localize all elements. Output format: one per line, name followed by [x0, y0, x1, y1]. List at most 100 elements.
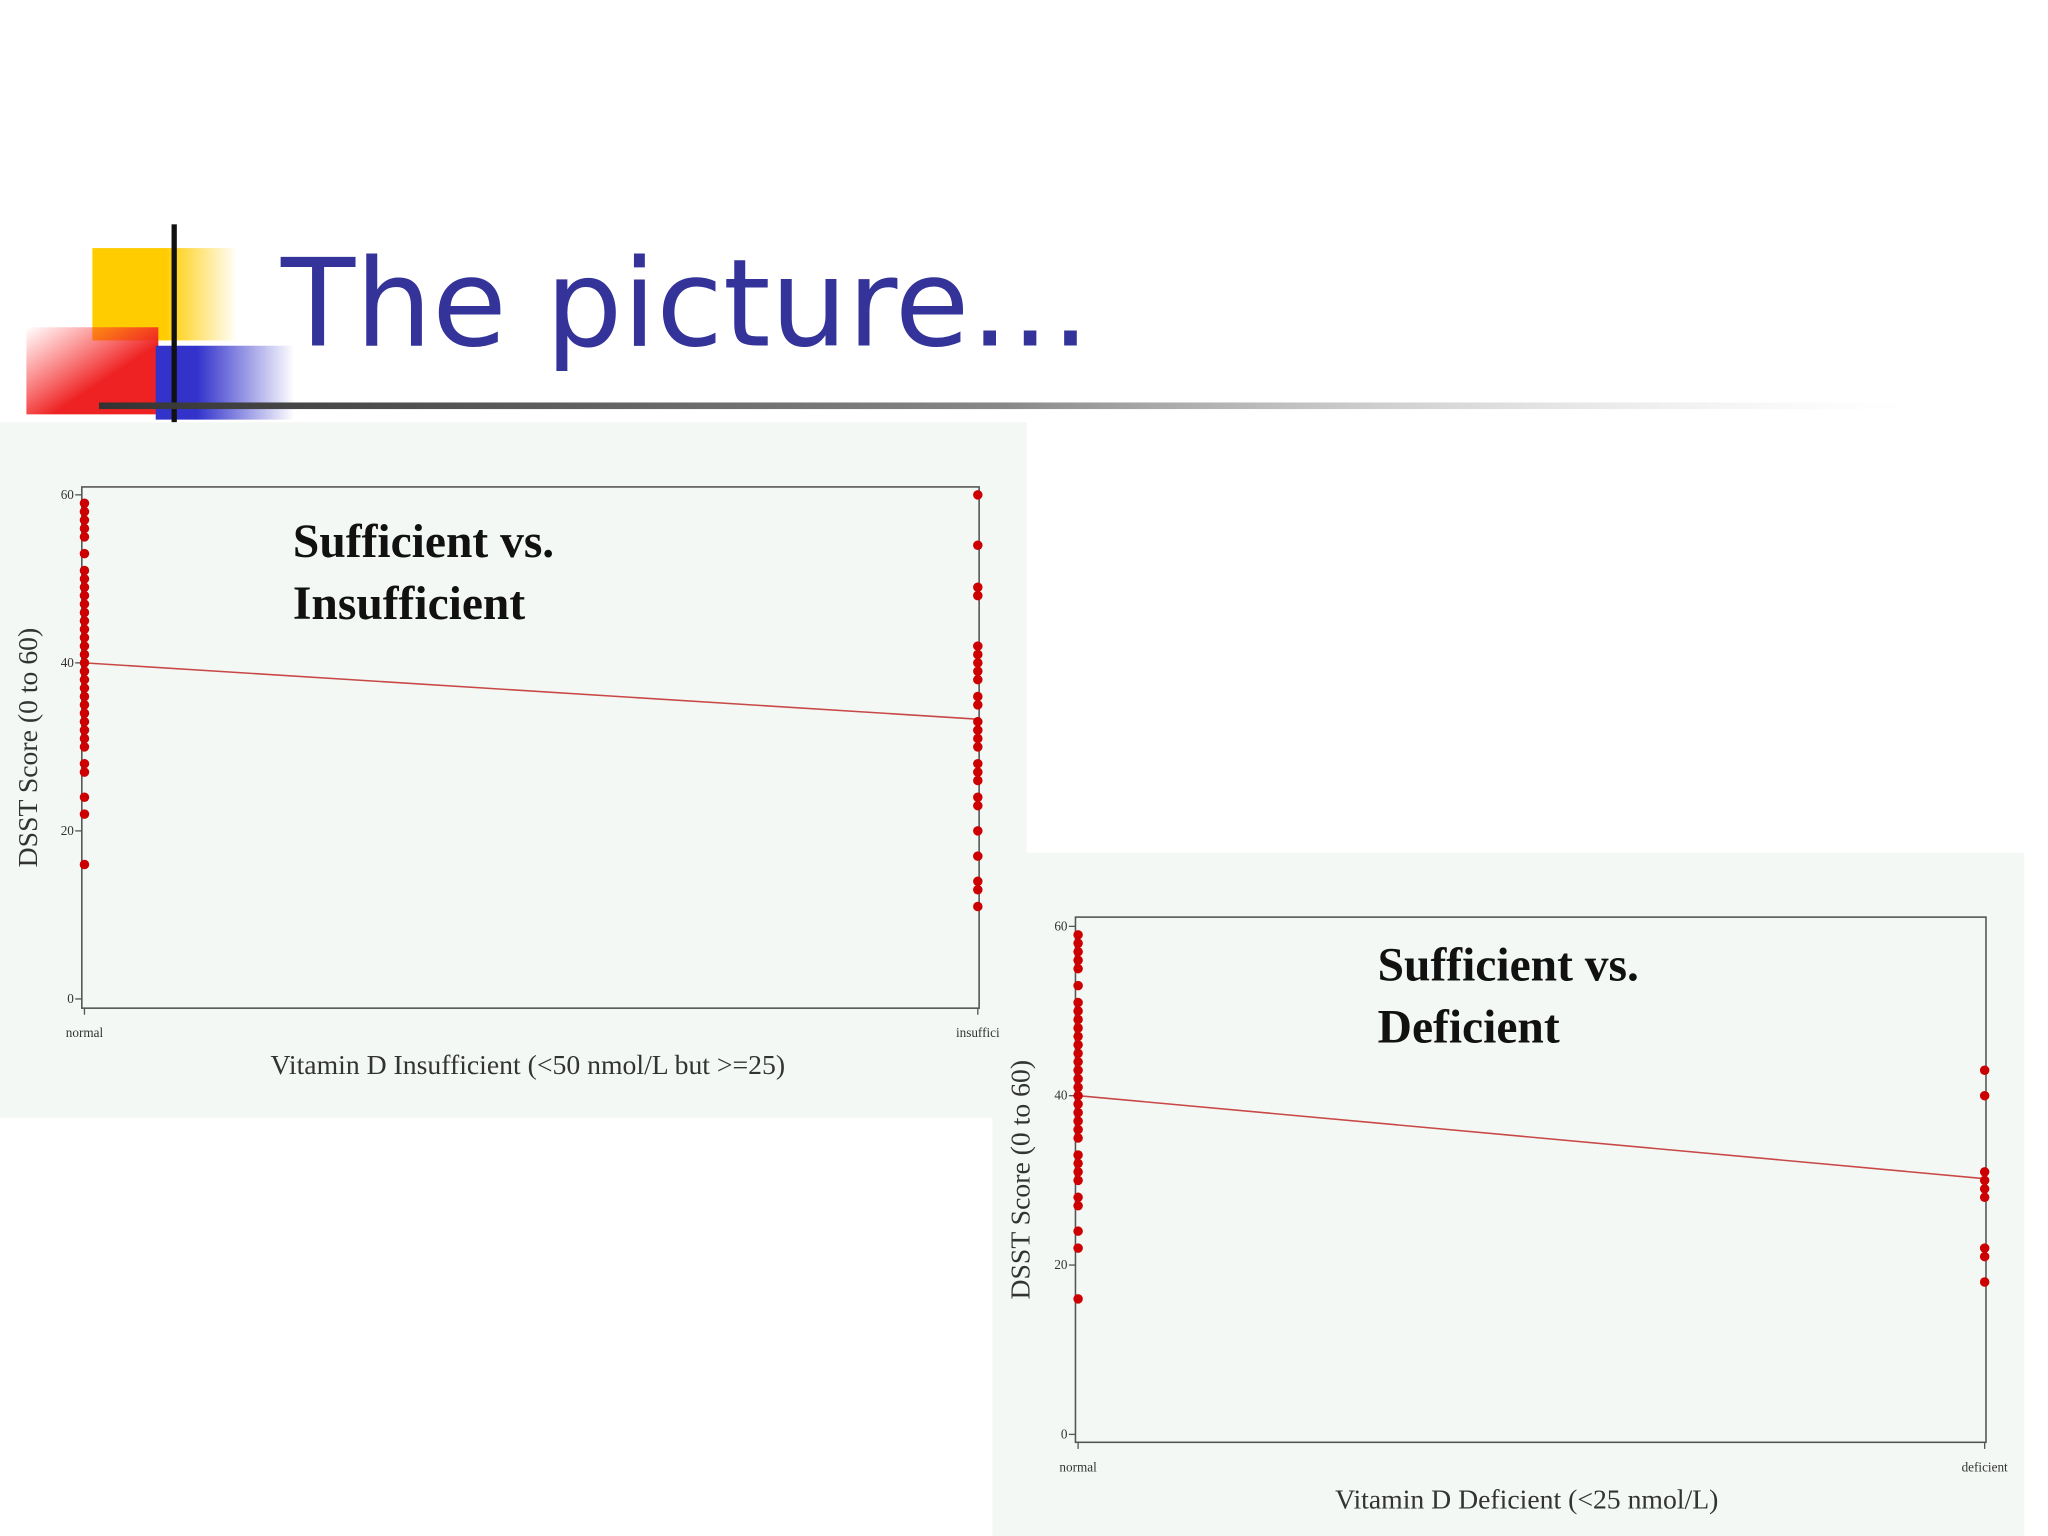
data-point: [79, 506, 90, 517]
y-tick-label: 20: [61, 823, 75, 838]
data-point: [1073, 1167, 1083, 1177]
data-point: [79, 515, 90, 525]
data-point: [79, 666, 90, 677]
data-point: [1073, 1294, 1083, 1304]
x-axis-label: Vitamin D Deficient (<25 nmol/L): [1335, 1483, 1718, 1514]
data-point: [1073, 1048, 1083, 1059]
data-point: [973, 590, 983, 601]
data-point: [1073, 930, 1083, 940]
data-point: [1073, 1133, 1083, 1143]
data-point: [1073, 1040, 1083, 1050]
data-point: [1073, 1031, 1083, 1042]
x-tick-label: deficient: [1962, 1459, 2008, 1474]
data-point: [79, 792, 90, 803]
data-point: [1073, 1014, 1083, 1025]
data-point: [1979, 1251, 1990, 1262]
data-point: [1979, 1277, 1990, 1287]
data-point: [79, 809, 90, 819]
data-point: [973, 658, 983, 668]
data-point: [79, 725, 90, 735]
data-point: [79, 708, 90, 719]
data-point: [79, 859, 90, 870]
data-point: [79, 582, 90, 593]
data-point: [1073, 1082, 1083, 1092]
data-point: [973, 800, 983, 811]
data-point: [973, 582, 983, 593]
fit-line: [1078, 1094, 1985, 1180]
data-point: [973, 884, 983, 895]
data-point: [1073, 1150, 1083, 1160]
data-point: [973, 700, 983, 710]
y-axis-label: DSST Score (0 to 60): [12, 628, 43, 868]
data-point: [79, 649, 90, 660]
y-tick-label: 0: [1061, 1426, 1068, 1441]
data-point: [1073, 1158, 1083, 1169]
data-point: [79, 641, 90, 651]
data-point: [1073, 1192, 1083, 1203]
data-point: [973, 826, 983, 836]
data-point: [1073, 955, 1083, 965]
data-point: [79, 548, 90, 559]
data-point: [79, 742, 90, 752]
data-point: [1073, 997, 1083, 1008]
data-point: [973, 792, 983, 803]
annotation: Sufficient vs.: [1378, 939, 1639, 991]
y-tick-label: 0: [67, 991, 74, 1006]
data-point: [79, 574, 90, 584]
x-tick-label: normal: [1059, 1459, 1097, 1474]
data-point: [1073, 1090, 1083, 1101]
data-point: [1073, 1099, 1083, 1109]
data-point: [79, 532, 90, 542]
data-point: [973, 540, 983, 551]
y-axis-label: DSST Score (0 to 60): [1004, 1060, 1035, 1300]
data-point: [1073, 1175, 1083, 1186]
data-point: [79, 624, 90, 635]
data-point: [1073, 938, 1083, 949]
data-point: [79, 607, 90, 618]
annotation: Deficient: [1378, 1001, 1560, 1053]
data-point: [973, 674, 983, 685]
data-point: [973, 775, 983, 786]
data-point: [1073, 1065, 1083, 1076]
data-point: [79, 767, 90, 777]
data-point: [1979, 1065, 1990, 1076]
data-point: [1073, 1107, 1083, 1118]
data-point: [1073, 963, 1083, 974]
x-tick-label: insuffici: [956, 1025, 1000, 1040]
data-point: [1979, 1184, 1990, 1194]
data-point: [1073, 1124, 1083, 1135]
data-point: [79, 716, 90, 727]
data-point: [79, 674, 90, 685]
data-point: [1073, 1023, 1083, 1033]
data-point: [1073, 980, 1083, 991]
data-point: [973, 691, 983, 702]
data-point: [79, 616, 90, 626]
data-point: [1979, 1167, 1990, 1177]
data-point: [79, 565, 90, 576]
chart: 0 20 40 60 normal insuffici Sufficient vs. Insu…: [12, 486, 1000, 1080]
data-point: [973, 901, 983, 912]
data-point: [973, 851, 983, 861]
y-tick-label: 40: [61, 655, 75, 670]
data-point: [973, 758, 983, 769]
data-point: [79, 758, 90, 769]
data-point: [79, 599, 90, 609]
data-point: [1073, 1074, 1083, 1084]
data-point: [973, 876, 983, 887]
data-point: [79, 691, 90, 702]
data-point: [973, 490, 983, 500]
data-point: [1979, 1175, 1990, 1186]
data-point: [973, 641, 983, 651]
y-tick-label: 40: [1054, 1088, 1068, 1103]
data-point: [79, 590, 90, 601]
data-point: [1979, 1243, 1990, 1253]
annotation: Insufficient: [293, 578, 525, 630]
annotation: Sufficient vs.: [293, 516, 554, 568]
data-point: [1073, 1057, 1083, 1067]
data-point: [79, 632, 90, 643]
data-point: [973, 649, 983, 660]
data-point: [973, 742, 983, 752]
data-point: [973, 767, 983, 777]
